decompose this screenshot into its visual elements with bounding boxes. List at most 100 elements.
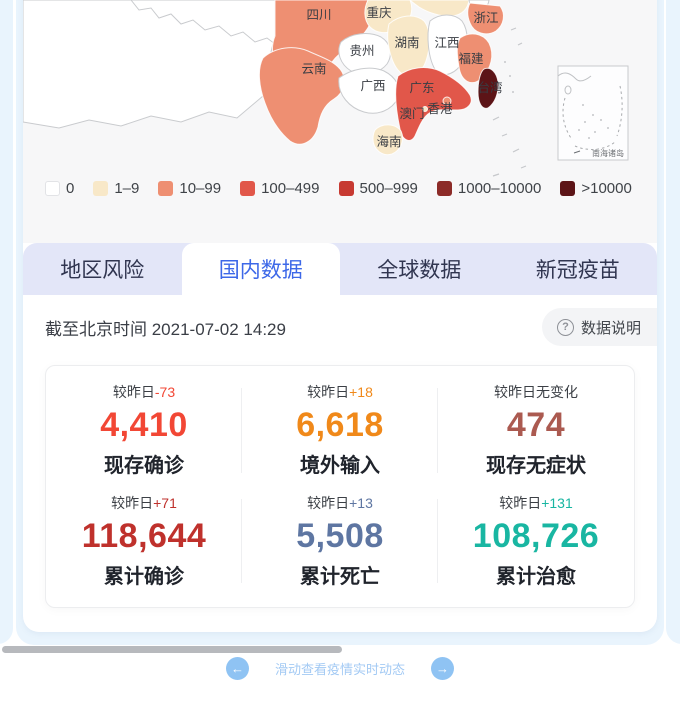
label-hainan: 海南 [376, 134, 401, 149]
swipe-left-button[interactable]: ← [225, 656, 249, 680]
china-map[interactable]: 南海诸岛 四川 重庆 贵州 湖南 江西 浙江 福建 云南 广西 广东 [23, 0, 657, 243]
stat-label: 累计确诊 [104, 565, 184, 588]
legend-label: >10000 [581, 180, 632, 197]
stat-value: 4,410 [100, 406, 188, 445]
legend-label: 0 [66, 180, 75, 197]
as-of-timestamp: 截至北京时间 2021-07-02 14:29 [45, 319, 286, 339]
tab-domestic-data[interactable]: 国内数据 [181, 243, 340, 295]
offshore-dots [504, 61, 514, 93]
stat-value: 6,618 [296, 406, 384, 445]
stat-delta: 较昨日+18 [307, 384, 373, 401]
stat-value: 118,644 [81, 516, 207, 555]
label-hongkong: 香港 [427, 102, 453, 116]
map-region-macau[interactable] [422, 106, 428, 112]
label-guangdong: 广东 [409, 81, 434, 95]
stat-label: 累计治愈 [496, 565, 576, 588]
map-region-hunan[interactable] [387, 15, 430, 76]
tab-region-risk[interactable]: 地区风险 [60, 259, 145, 282]
stat-label: 现存无症状 [486, 455, 586, 478]
label-taiwan: 台湾 [477, 80, 502, 95]
swipe-nav: ← 滑动查看疫情实时动态 → [0, 654, 680, 682]
question-circle-icon: ? [556, 318, 574, 336]
china-map-section: 南海诸岛 四川 重庆 贵州 湖南 江西 浙江 福建 云南 广西 广东 [23, 0, 657, 243]
carousel-scrollbar[interactable] [2, 646, 342, 653]
legend-item: 1–9 [93, 180, 139, 197]
map-region-hubei-partial[interactable] [409, 0, 470, 17]
carousel-prev-card-edge[interactable] [0, 0, 13, 644]
stat-cell: 较昨日-73 4,410 现存确诊 [46, 380, 242, 481]
legend-swatch [93, 181, 109, 196]
label-chongqing: 重庆 [366, 5, 392, 20]
label-yunnan: 云南 [301, 61, 326, 76]
legend-label: 10–99 [179, 180, 222, 197]
tab-bar: 地区风险 国内数据 全球数据 新冠疫苗 [23, 243, 657, 295]
label-sichuan: 四川 [306, 8, 331, 22]
legend-item: 500–999 [338, 180, 418, 197]
offshore-islands [474, 27, 527, 187]
legend-item: 1000–10000 [436, 180, 542, 197]
label-jiangxi: 江西 [434, 36, 459, 50]
stat-delta: 较昨日+13 [307, 494, 373, 511]
stat-label: 累计死亡 [300, 565, 380, 588]
label-hunan: 湖南 [394, 35, 419, 50]
data-note-label: 数据说明 [580, 319, 641, 337]
arrow-left-icon: ← [230, 660, 244, 676]
map-region-west[interactable] [23, 0, 278, 129]
legend-swatch [158, 181, 174, 196]
stat-cell: 较昨日无变化 474 现存无症状 [438, 380, 634, 481]
map-region-yunnan[interactable] [258, 47, 345, 145]
map-region-hongkong[interactable] [442, 96, 452, 106]
inset-label: 南海诸岛 [592, 148, 624, 158]
stat-delta: 较昨日+131 [499, 494, 573, 511]
legend-item: 0 [45, 180, 74, 197]
legend-swatch [338, 181, 354, 196]
label-zhejiang: 浙江 [473, 10, 498, 25]
map-region-hainan[interactable] [372, 124, 404, 156]
legend-swatch [436, 181, 452, 196]
map-inner-border [130, 0, 276, 45]
label-guizhou: 贵州 [349, 44, 374, 58]
stat-cell: 较昨日+18 6,618 境外输入 [242, 380, 438, 481]
legend-label: 1000–10000 [457, 180, 542, 197]
stat-label: 现存确诊 [104, 455, 184, 478]
stat-delta: 较昨日-73 [112, 384, 176, 401]
legend-item: >10000 [560, 180, 632, 197]
label-macau: 澳门 [399, 106, 424, 121]
stat-delta: 较昨日+71 [111, 494, 177, 511]
legend-item: 10–99 [158, 180, 221, 197]
legend-item: 100–499 [240, 180, 320, 197]
legend-label: 100–499 [261, 180, 320, 197]
legend-label: 1–9 [114, 180, 140, 197]
arrow-right-icon: → [436, 660, 449, 676]
tab-vaccine[interactable]: 新冠疫苗 [535, 259, 620, 282]
map-region-taiwan[interactable] [477, 67, 499, 109]
stat-value: 474 [506, 406, 566, 445]
swipe-right-button[interactable]: → [431, 656, 454, 680]
map-region-guizhou[interactable] [338, 33, 391, 75]
stat-cell: 较昨日+131 108,726 累计治愈 [438, 491, 634, 592]
epidemic-card-frame: 南海诸岛 四川 重庆 贵州 湖南 江西 浙江 福建 云南 广西 广东 [16, 0, 664, 645]
stats-panel: 较昨日-73 4,410 现存确诊 较昨日+18 6,618 境外输入 较昨日无变化 474 现… [45, 365, 635, 608]
south-china-sea-inset: 南海诸岛 [557, 65, 629, 161]
stat-value: 108,726 [472, 516, 600, 555]
map-region-zhejiang[interactable] [467, 2, 504, 35]
stat-cell: 较昨日+71 118,644 累计确诊 [46, 491, 242, 592]
legend-label: 500–999 [359, 180, 418, 197]
epidemic-card: 南海诸岛 四川 重庆 贵州 湖南 江西 浙江 福建 云南 广西 广东 [23, 0, 657, 632]
tab-global-data[interactable]: 全球数据 [377, 259, 462, 282]
stat-label: 境外输入 [300, 455, 380, 478]
swipe-hint-text: 滑动查看疫情实时动态 [274, 661, 405, 677]
legend-swatch [560, 181, 576, 196]
carousel-next-card-edge[interactable] [666, 0, 680, 644]
label-fujian: 福建 [458, 51, 484, 66]
legend-swatch [45, 181, 60, 196]
stat-value: 5,508 [296, 516, 384, 555]
stat-delta: 较昨日无变化 [494, 384, 578, 401]
label-guangxi: 广西 [360, 79, 385, 93]
data-note-button[interactable]: ? 数据说明 [541, 308, 657, 346]
meta-row: 截至北京时间 2021-07-02 14:29 ? 数据说明 [23, 295, 657, 359]
legend-swatch [240, 181, 256, 196]
map-legend: 0 1–9 10–99 100–499 500–999 1000–10000 >10000 [45, 180, 632, 197]
stat-cell: 较昨日+13 5,508 累计死亡 [242, 491, 438, 592]
